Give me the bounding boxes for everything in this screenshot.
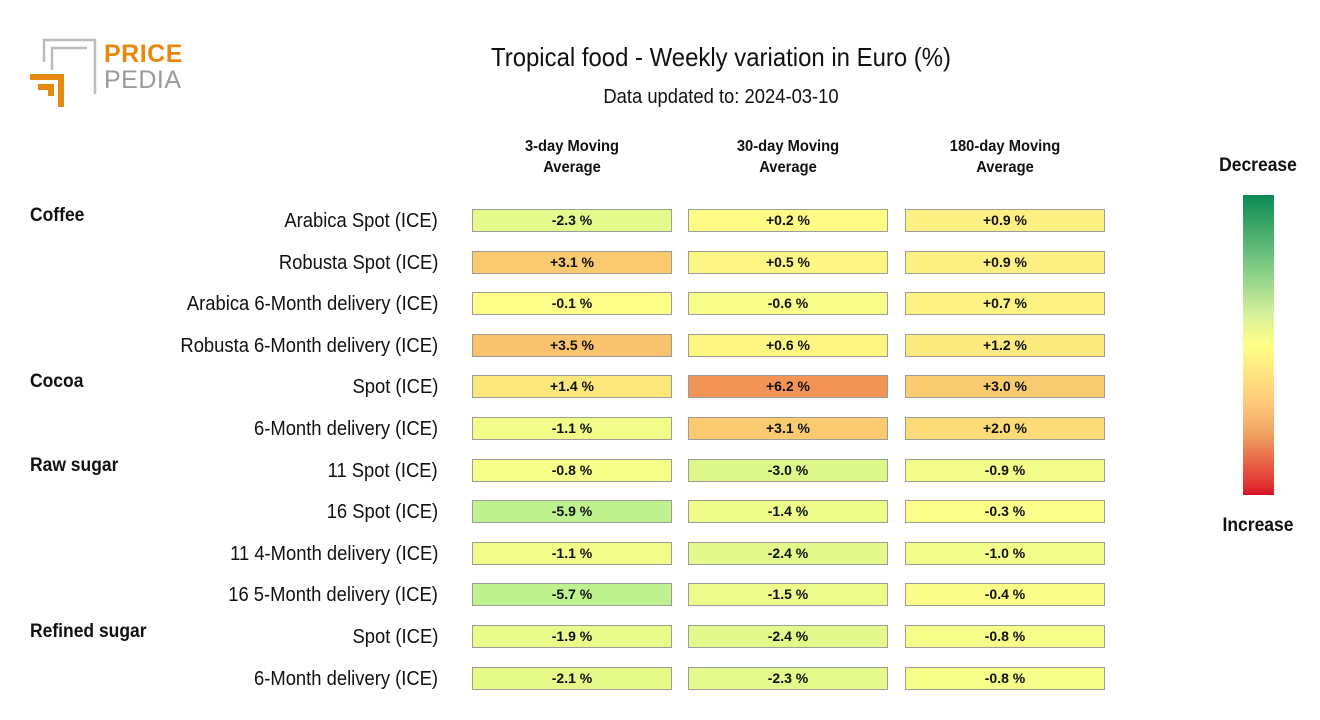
heatmap-cell: -1.1 % (472, 417, 672, 440)
heatmap-cell: +3.5 % (472, 333, 672, 357)
heatmap-cell: -1.0 % (905, 541, 1105, 565)
heatmap-cell: -1.1 % (472, 541, 672, 565)
column-header: 3-day Moving Average (524, 138, 620, 176)
chart-subtitle: Data updated to: 2024-03-10 (603, 86, 839, 108)
heatmap-cell: -2.1 % (472, 666, 672, 690)
heatmap-cell: +0.9 % (905, 250, 1105, 274)
heatmap-cell: +0.9 % (905, 209, 1105, 232)
heatmap-cell: -0.8 % (905, 625, 1105, 648)
row-label: 6-Month delivery (ICE) (253, 418, 438, 440)
pricepedia-logo: PRICE PEDIA (28, 36, 188, 112)
legend-top-label: Decrease (1219, 155, 1297, 176)
group-label: Refined sugar (30, 621, 147, 642)
row-label: Arabica 6-Month delivery (ICE) (186, 293, 438, 316)
heatmap-cell: +0.6 % (688, 333, 888, 357)
heatmap-cell: +6.2 % (688, 375, 888, 399)
heatmap-cell: -2.4 % (688, 625, 888, 648)
column-header: 30-day Moving Average (736, 138, 840, 176)
row-label: Robusta 6-Month delivery (ICE) (180, 334, 438, 357)
row-label: 11 Spot (ICE) (327, 459, 438, 482)
row-label: Spot (ICE) (352, 376, 438, 399)
row-label: 11 4-Month delivery (ICE) (229, 542, 438, 565)
row-label: 6-Month delivery (ICE) (253, 667, 438, 690)
heatmap-cell: -5.7 % (472, 583, 672, 607)
heatmap-cell: +3.0 % (905, 375, 1105, 399)
row-label: 16 Spot (ICE) (326, 501, 438, 524)
heatmap-cell: +0.2 % (688, 209, 888, 232)
heatmap-cell: -1.5 % (688, 583, 888, 607)
heatmap-cell: -2.3 % (472, 209, 672, 232)
heatmap-cell: -2.3 % (688, 666, 888, 690)
row-label: 16 5-Month delivery (ICE) (228, 584, 438, 607)
heatmap-cell: -2.4 % (688, 541, 888, 565)
group-label: Coffee (30, 205, 85, 226)
heatmap-cell: -0.9 % (905, 458, 1105, 482)
chart-title: Tropical food - Weekly variation in Euro… (491, 42, 951, 72)
logo-pedia-text: PEDIA (104, 66, 182, 94)
logo-price-text: PRICE (104, 40, 183, 68)
heatmap-cell: -0.8 % (472, 458, 672, 482)
legend-bottom-label: Increase (1222, 515, 1294, 536)
heatmap-cell: +3.1 % (688, 417, 888, 440)
row-label: Spot (ICE) (352, 626, 438, 648)
heatmap-cell: +0.5 % (688, 250, 888, 274)
heatmap-cell: -5.9 % (472, 500, 672, 524)
heatmap-cell: -0.6 % (688, 292, 888, 316)
legend-color-scale (1243, 195, 1274, 495)
row-label: Arabica Spot (ICE) (284, 210, 438, 232)
heatmap-cell: +3.1 % (472, 250, 672, 274)
heatmap-cell: -1.4 % (688, 500, 888, 524)
group-label: Raw sugar (30, 454, 119, 476)
heatmap-cell: -3.0 % (688, 458, 888, 482)
heatmap-cell: -0.8 % (905, 666, 1105, 690)
heatmap-cell: +1.4 % (472, 375, 672, 399)
group-label: Cocoa (30, 371, 84, 393)
heatmap-cell: -0.4 % (905, 583, 1105, 607)
heatmap-cell: +0.7 % (905, 292, 1105, 316)
column-header: 180-day Moving Average (949, 138, 1061, 176)
row-label: Robusta Spot (ICE) (278, 251, 438, 274)
heatmap-cell: -0.1 % (472, 292, 672, 316)
heatmap-cell: +1.2 % (905, 333, 1105, 357)
heatmap-cell: -1.9 % (472, 625, 672, 648)
heatmap-cell: +2.0 % (905, 417, 1105, 440)
logo-mark-icon (30, 38, 97, 107)
heatmap-cell: -0.3 % (905, 500, 1105, 524)
